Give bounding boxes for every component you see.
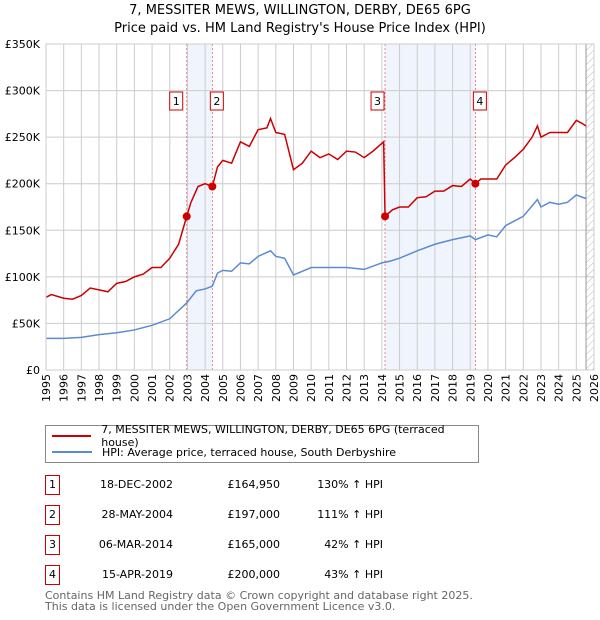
- x-tick-label: 1997: [75, 374, 88, 402]
- legend-label: 7, MESSITER MEWS, WILLINGTON, DERBY, DE6…: [101, 423, 445, 449]
- legend-item-hpi: HPI: Average price, terraced house, Sout…: [52, 444, 396, 460]
- sale-row: 2 28-MAY-2004 £197,000 111% ↑ HPI: [45, 505, 445, 525]
- y-tick-label: £0: [26, 364, 40, 377]
- hpi-line: [46, 194, 587, 340]
- sale-marker-label: 2: [213, 95, 220, 108]
- x-tick-label: 2006: [234, 374, 247, 402]
- x-tick-label: 1998: [93, 374, 106, 402]
- shaded-period: [186, 44, 213, 370]
- x-tick-label: 1999: [111, 374, 124, 402]
- sale-date: 15-APR-2019: [101, 568, 173, 581]
- x-tick-label: 2011: [323, 374, 336, 402]
- sale-marker-label: 4: [476, 95, 483, 108]
- y-tick-label: £150K: [5, 224, 41, 237]
- x-tick-label: 2020: [482, 374, 495, 402]
- sale-hpi-change: 111% ↑ HPI: [317, 508, 383, 521]
- sale-hpi-change: 42% ↑ HPI: [324, 538, 383, 551]
- x-tick-label: 2019: [464, 374, 477, 402]
- x-tick-label: 2022: [517, 374, 530, 402]
- sale-marker-box: [370, 91, 385, 111]
- x-tick-label: 2002: [164, 374, 177, 402]
- sale-row: 1 18-DEC-2002 £164,950 130% ↑ HPI: [45, 475, 445, 495]
- sale-marker-label: 3: [374, 95, 381, 108]
- x-tick-label: 2007: [252, 374, 265, 402]
- x-tick-label: 2018: [447, 374, 460, 402]
- subtitle-line: Price paid vs. HM Land Registry's House …: [114, 21, 486, 36]
- sale-date: 28-MAY-2004: [101, 508, 173, 521]
- sale-price: £197,000: [227, 508, 281, 521]
- legend: 7, MESSITER MEWS, WILLINGTON, DERBY, DE6…: [45, 423, 479, 463]
- x-tick-label: 2016: [411, 374, 424, 402]
- sale-marker-badge: 3: [45, 535, 60, 555]
- x-tick-label: 2004: [199, 374, 212, 402]
- x-tick-label: 2001: [146, 374, 159, 402]
- sale-price: £200,000: [227, 568, 281, 581]
- y-tick-label: £50K: [12, 317, 41, 330]
- x-tick-label: 2009: [287, 374, 300, 402]
- x-tick-label: 2008: [270, 374, 283, 402]
- x-tick-label: 2015: [394, 374, 407, 402]
- legend-swatch: [52, 451, 92, 453]
- legend-swatch: [52, 435, 92, 437]
- y-tick-label: £300K: [5, 85, 41, 98]
- sale-date: 06-MAR-2014: [98, 538, 173, 551]
- x-tick-label: 2017: [429, 374, 442, 402]
- x-tick-label: 2012: [341, 374, 354, 402]
- x-tick-label: 2021: [500, 374, 513, 402]
- sale-hpi-change: 43% ↑ HPI: [324, 568, 383, 581]
- price-chart: 1995 1996 1997 1998 1999 2000 2001 2002 2003 2004…: [5, 38, 600, 402]
- sale-price: £164,950: [227, 478, 281, 491]
- footer-licence: This data is licensed under the Open Gov…: [45, 600, 396, 613]
- x-tick-label: 2000: [128, 374, 141, 402]
- footer-copyright: Contains HM Land Registry data © Crown c…: [45, 589, 473, 602]
- sale-marker-label: 1: [173, 95, 180, 108]
- sale-hpi-change: 130% ↑ HPI: [317, 478, 383, 491]
- y-tick-label: £250K: [5, 131, 41, 144]
- forecast-hatch: [586, 44, 594, 370]
- x-tick-label: 2025: [570, 374, 583, 402]
- sale-row: 3 06-MAR-2014 £165,000 42% ↑ HPI: [45, 535, 445, 555]
- sale-point: [471, 179, 480, 188]
- x-tick-label: 2010: [305, 374, 318, 402]
- x-tick-label: 1996: [58, 374, 71, 402]
- y-tick-label: £100K: [5, 271, 41, 284]
- title-line: 7, MESSITER MEWS, WILLINGTON, DERBY, DE6…: [129, 3, 471, 18]
- property-price-line: [45, 116, 587, 300]
- sale-row: 4 15-APR-2019 £200,000 43% ↑ HPI: [45, 565, 445, 585]
- x-tick-label: 2023: [535, 374, 548, 402]
- sale-point: [208, 182, 217, 191]
- x-tick-label: 1995: [40, 374, 53, 402]
- sale-marker-box: [472, 91, 487, 111]
- footer: Contains HM Land Registry data © Crown c…: [45, 590, 473, 612]
- x-tick-label: 2026: [588, 374, 600, 402]
- sale-marker-box: [169, 91, 184, 111]
- sale-point: [182, 212, 191, 221]
- sale-price: £165,000: [227, 538, 281, 551]
- legend-label: HPI: Average price, terraced house, Sout…: [102, 445, 397, 459]
- chart-title: 7, MESSITER MEWS, WILLINGTON, DERBY, DE6…: [0, 2, 600, 38]
- sale-marker-badge: 4: [45, 565, 60, 585]
- sale-marker-badge: 1: [45, 475, 60, 495]
- sale-marker-box: [209, 91, 224, 111]
- sale-date: 18-DEC-2002: [99, 478, 173, 491]
- x-tick-label: 2024: [553, 374, 566, 402]
- y-tick-label: £200K: [5, 178, 41, 191]
- x-tick-label: 2005: [217, 374, 230, 402]
- sale-marker-badge: 2: [45, 505, 60, 525]
- y-tick-label: £350K: [5, 38, 41, 51]
- sale-point: [381, 212, 390, 221]
- x-tick-label: 2013: [358, 374, 371, 402]
- x-tick-label: 2003: [181, 374, 194, 402]
- plot-border: [45, 43, 595, 371]
- x-tick-label: 2014: [376, 374, 389, 402]
- legend-item-property: 7, MESSITER MEWS, WILLINGTON, DERBY, DE6…: [52, 423, 478, 449]
